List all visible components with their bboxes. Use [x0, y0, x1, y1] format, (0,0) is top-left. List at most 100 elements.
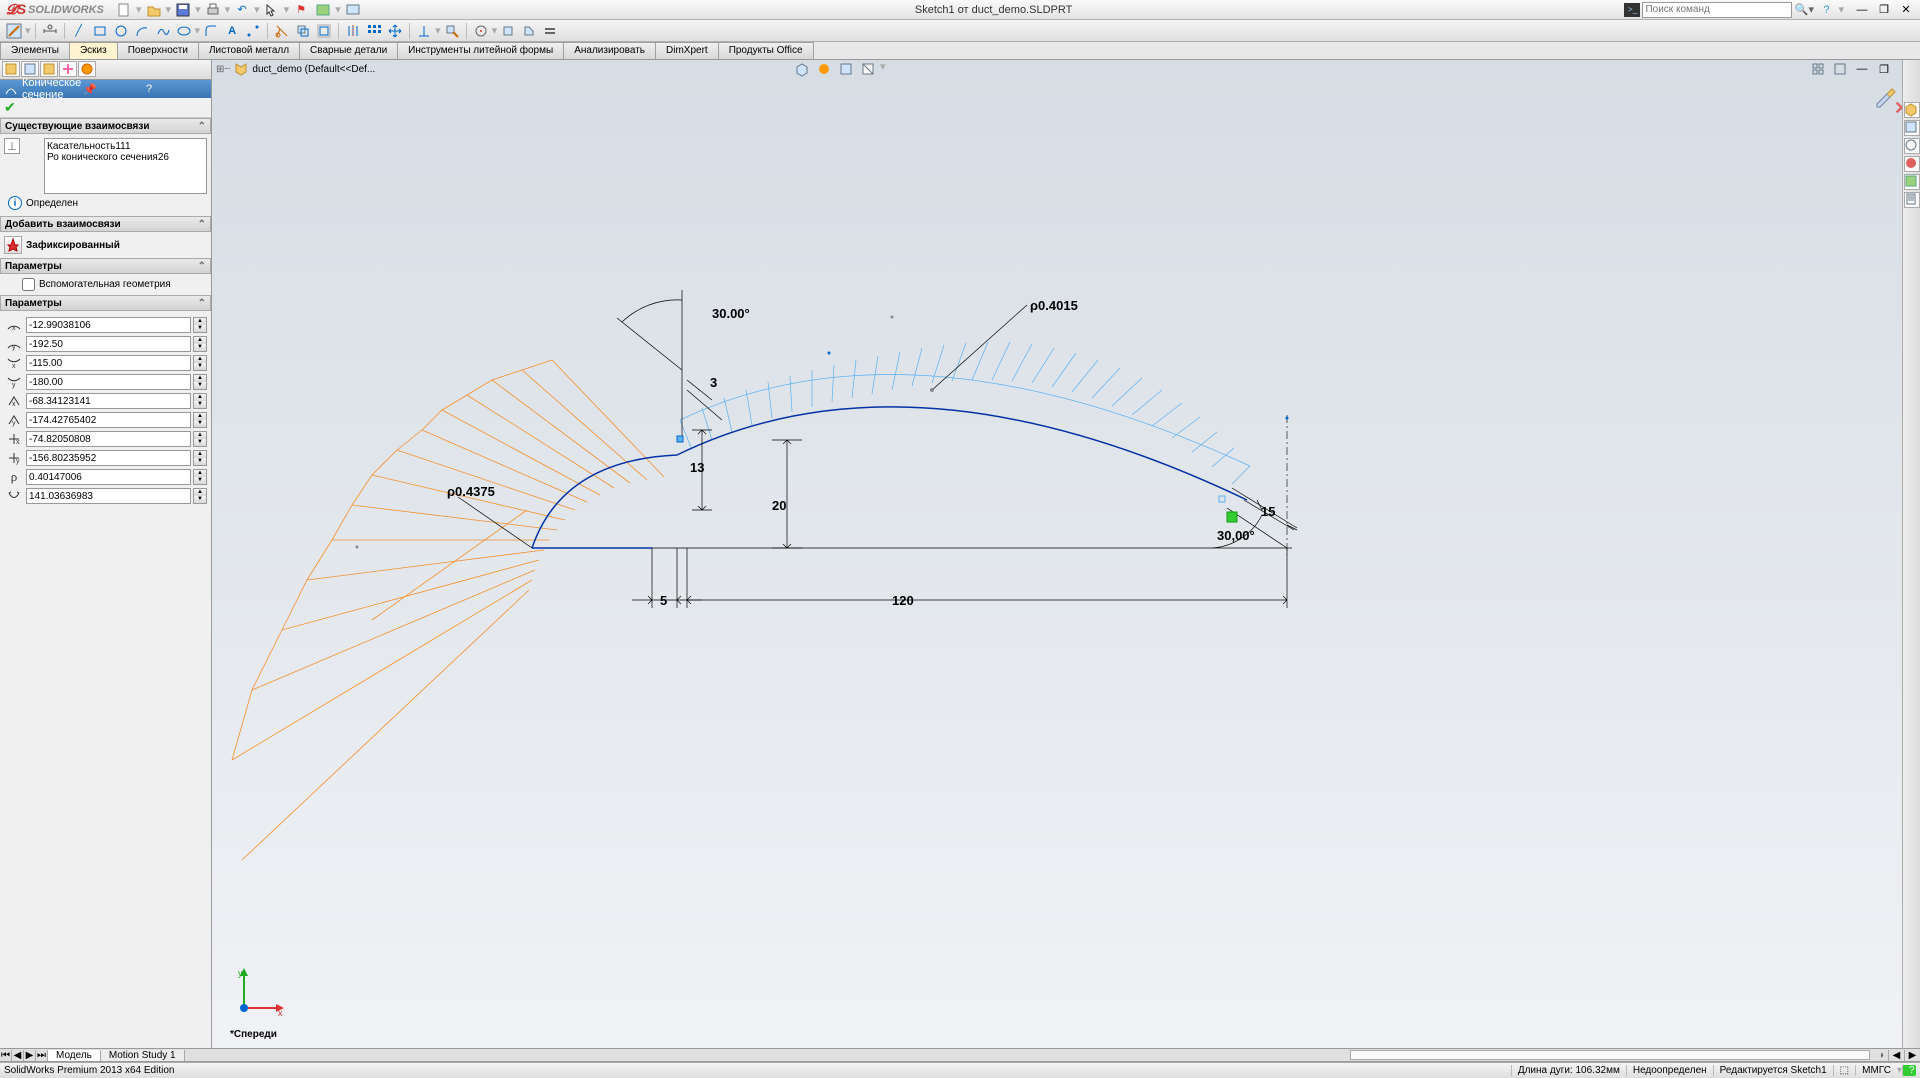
custom-icon[interactable]: ⬚: [1833, 1065, 1855, 1076]
options-button[interactable]: [313, 1, 333, 19]
spinner[interactable]: ▲▼: [193, 488, 207, 504]
param-input[interactable]: [26, 450, 191, 466]
spinner[interactable]: ▲▼: [193, 355, 207, 371]
repair-tool[interactable]: [442, 22, 462, 40]
line-tool[interactable]: ╱: [69, 22, 89, 40]
search-input[interactable]: [1643, 4, 1791, 15]
circle-tool[interactable]: [111, 22, 131, 40]
relation-tool[interactable]: [414, 22, 434, 40]
tab-prev[interactable]: ◀: [12, 1050, 24, 1061]
tab-dimxpert[interactable]: DimXpert: [655, 42, 719, 59]
param-input[interactable]: [26, 431, 191, 447]
units-label[interactable]: ММГС: [1855, 1065, 1897, 1076]
spinner[interactable]: ▲▼: [193, 431, 207, 447]
point-tool[interactable]: [243, 22, 263, 40]
param-input[interactable]: [26, 355, 191, 371]
param-input[interactable]: [26, 469, 191, 485]
tab-sketch[interactable]: Эскиз: [69, 42, 118, 59]
tab-next[interactable]: ▶: [24, 1050, 36, 1061]
status-ok-icon[interactable]: ?: [1902, 1065, 1916, 1076]
print-button[interactable]: [203, 1, 223, 19]
scroll-left[interactable]: ◀: [1888, 1050, 1904, 1061]
offset-tool[interactable]: [314, 22, 334, 40]
shaded-tool[interactable]: [519, 22, 539, 40]
search-go[interactable]: 🔍▾: [1794, 1, 1814, 19]
config-tab[interactable]: [40, 61, 58, 77]
move-tool[interactable]: [385, 22, 405, 40]
open-button[interactable]: [144, 1, 164, 19]
save-button[interactable]: [173, 1, 193, 19]
spinner[interactable]: ▲▼: [193, 374, 207, 390]
param-input[interactable]: [26, 336, 191, 352]
spinner[interactable]: ▲▼: [193, 450, 207, 466]
param-input[interactable]: [26, 374, 191, 390]
spinner[interactable]: ▲▼: [193, 412, 207, 428]
help-button[interactable]: ?: [1816, 1, 1836, 19]
section-add[interactable]: Добавить взаимосвязи⌃: [0, 216, 211, 232]
scrollbar[interactable]: [1350, 1050, 1870, 1060]
spinner[interactable]: ▲▼: [193, 317, 207, 333]
tab-office[interactable]: Продукты Office: [718, 42, 814, 59]
dimension-button[interactable]: [40, 22, 60, 40]
section-existing[interactable]: Существующие взаимосвязи⌃: [0, 118, 211, 134]
equal-tool[interactable]: [540, 22, 560, 40]
view-triad[interactable]: y x: [234, 968, 284, 1018]
new-button[interactable]: [114, 1, 134, 19]
tab-mold[interactable]: Инструменты литейной формы: [397, 42, 564, 59]
tab-surfaces[interactable]: Поверхности: [117, 42, 199, 59]
pin-icon[interactable]: 📌: [83, 83, 144, 96]
mirror-tool[interactable]: [343, 22, 363, 40]
relation-item[interactable]: Ро конического сечения26: [47, 152, 204, 163]
section-params1[interactable]: Параметры⌃: [0, 258, 211, 274]
spline-tool[interactable]: [153, 22, 173, 40]
tab-evaluate[interactable]: Анализировать: [563, 42, 656, 59]
param-input[interactable]: [26, 393, 191, 409]
undo-button[interactable]: ↶: [232, 1, 252, 19]
arc-tool[interactable]: [132, 22, 152, 40]
param-input[interactable]: [26, 488, 191, 504]
tab-elements[interactable]: Элементы: [0, 42, 70, 59]
trim-tool[interactable]: [272, 22, 292, 40]
relation-item[interactable]: Касательность111: [47, 141, 204, 152]
tab-first[interactable]: ⏮: [0, 1050, 12, 1061]
spinner[interactable]: ▲▼: [193, 469, 207, 485]
convert-tool[interactable]: [293, 22, 313, 40]
sketch-button[interactable]: [4, 22, 24, 40]
screen-button[interactable]: [343, 1, 363, 19]
tab-weldments[interactable]: Сварные детали: [299, 42, 398, 59]
tab-motion[interactable]: Motion Study 1: [101, 1050, 185, 1061]
spinner[interactable]: ▲▼: [193, 336, 207, 352]
ok-button[interactable]: ✔: [4, 99, 16, 116]
minimize-button[interactable]: —: [1852, 1, 1872, 19]
text-tool[interactable]: A: [222, 22, 242, 40]
tab-sheetmetal[interactable]: Листовой металл: [198, 42, 300, 59]
dimxpert-tab[interactable]: [59, 61, 77, 77]
section-params2[interactable]: Параметры⌃: [0, 295, 211, 311]
display-tab[interactable]: [78, 61, 96, 77]
ellipse-tool[interactable]: [174, 22, 194, 40]
select-button[interactable]: [262, 1, 282, 19]
prop-tab[interactable]: [21, 61, 39, 77]
close-button[interactable]: ✕: [1896, 1, 1916, 19]
scroll-right[interactable]: ▶: [1904, 1050, 1920, 1061]
search-commands[interactable]: [1642, 2, 1792, 18]
param-input[interactable]: [26, 317, 191, 333]
quick-snap[interactable]: [471, 22, 491, 40]
fixed-button[interactable]: [4, 236, 22, 254]
param-input[interactable]: [26, 412, 191, 428]
tab-model[interactable]: Модель: [48, 1050, 101, 1061]
tab-last[interactable]: ⏭: [36, 1050, 48, 1061]
pattern-tool[interactable]: [364, 22, 384, 40]
aux-checkbox-row[interactable]: Вспомогательная геометрия: [4, 278, 207, 291]
rapid-sketch[interactable]: [498, 22, 518, 40]
graphics-area[interactable]: ⊞┈ duct_demo (Default<<Def... ▾ — ❐ ✕ ✕: [212, 60, 1920, 1048]
relations-list[interactable]: Касательность111 Ро конического сечения2…: [44, 138, 207, 194]
help-icon[interactable]: ?: [146, 83, 207, 95]
spinner[interactable]: ▲▼: [193, 393, 207, 409]
fillet-tool[interactable]: [201, 22, 221, 40]
rebuild-button[interactable]: ⚑: [291, 1, 311, 19]
feature-tree-tab[interactable]: [2, 61, 20, 77]
rect-tool[interactable]: [90, 22, 110, 40]
restore-button[interactable]: ❐: [1874, 1, 1894, 19]
aux-checkbox[interactable]: [22, 278, 35, 291]
